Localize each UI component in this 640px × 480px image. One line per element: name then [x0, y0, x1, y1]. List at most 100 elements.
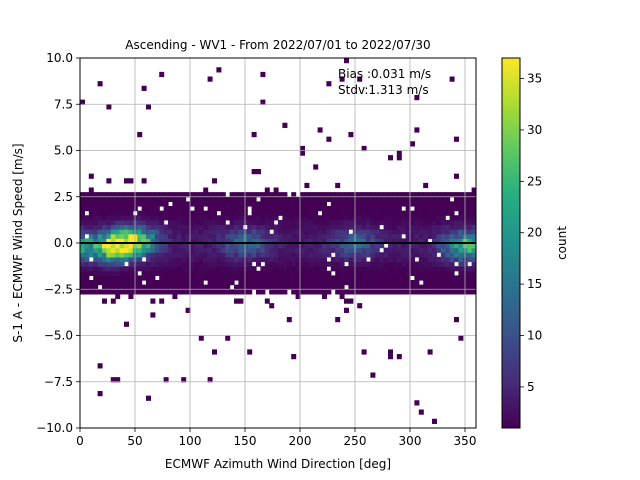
heatmap-cell: [203, 196, 209, 202]
heatmap-cell: [273, 201, 279, 207]
heatmap-cell: [88, 289, 94, 295]
heatmap-cell: [159, 224, 165, 230]
heatmap-cell: [335, 275, 341, 281]
heatmap-cell: [423, 252, 429, 258]
heatmap-cell: [273, 233, 279, 239]
heatmap-cell: [348, 270, 354, 276]
heatmap-cell: [93, 233, 99, 239]
heatmap-cell: [229, 243, 235, 249]
heatmap-cell: [278, 219, 283, 226]
heatmap-cell: [181, 280, 187, 286]
heatmap-cell: [357, 233, 363, 239]
heatmap-cell: [361, 349, 367, 355]
heatmap-cell: [207, 256, 213, 263]
heatmap-cell: [97, 229, 103, 235]
heatmap-cell: [110, 289, 116, 295]
heatmap-cell: [330, 219, 336, 226]
heatmap-cell: [445, 256, 451, 263]
colorbar-tick-label: 35: [527, 72, 542, 86]
heatmap-cell: [454, 201, 459, 207]
heatmap-cell: [247, 256, 253, 263]
heatmap-cell: [300, 280, 305, 286]
heatmap-cell: [194, 284, 200, 290]
heatmap-cell: [168, 275, 173, 281]
heatmap-cell: [454, 280, 459, 286]
heatmap-cell: [436, 206, 442, 212]
heatmap-cell: [445, 196, 451, 202]
heatmap-cell: [401, 243, 407, 249]
heatmap-cell: [308, 252, 314, 258]
heatmap-cell: [374, 219, 380, 226]
heatmap-cell: [88, 266, 94, 272]
heatmap-cell: [106, 270, 112, 276]
heatmap-cell: [234, 247, 239, 253]
heatmap-cell: [190, 256, 195, 263]
heatmap-cell: [423, 256, 429, 263]
heatmap-cell: [220, 275, 226, 281]
heatmap-cell: [137, 266, 143, 272]
heatmap-cell: [423, 192, 429, 198]
heatmap-cell: [383, 196, 389, 202]
heatmap-cell: [154, 224, 160, 230]
heatmap-cell: [256, 275, 261, 281]
heatmap-cell: [84, 261, 90, 267]
heatmap-cell: [432, 224, 437, 230]
heatmap-cell: [110, 224, 116, 230]
heatmap-cell: [388, 238, 393, 244]
heatmap-cell: [146, 224, 151, 230]
heatmap-cell: [207, 252, 213, 258]
heatmap-cell: [322, 289, 327, 295]
heatmap-cell: [97, 243, 103, 249]
heatmap-cell: [97, 201, 103, 207]
heatmap-cell: [423, 206, 429, 212]
heatmap-cell: [159, 210, 165, 216]
heatmap-cell: [106, 104, 112, 110]
heatmap-cell: [269, 196, 275, 202]
heatmap-cell: [388, 261, 393, 267]
heatmap-cell: [392, 196, 398, 202]
heatmap-cell: [128, 233, 134, 239]
heatmap-cell: [291, 233, 297, 239]
heatmap-cell: [322, 192, 327, 198]
heatmap-cell: [168, 243, 173, 249]
heatmap-cell: [300, 229, 305, 235]
heatmap-cell: [427, 233, 433, 239]
heatmap-cell: [238, 238, 244, 244]
heatmap-cell: [304, 261, 310, 267]
heatmap-cell: [339, 201, 345, 207]
heatmap-cell: [405, 201, 411, 207]
heatmap-cell: [93, 247, 99, 253]
heatmap-cell: [216, 229, 222, 235]
heatmap-cell: [308, 247, 314, 253]
y-tick-label: 5.0: [54, 144, 73, 158]
heatmap-cell: [278, 256, 283, 263]
heatmap-cell: [339, 192, 345, 198]
heatmap-cell: [256, 238, 261, 244]
heatmap-cell: [445, 201, 451, 207]
heatmap-cell: [392, 206, 398, 212]
heatmap-cell: [418, 201, 424, 207]
heatmap-cell: [260, 280, 266, 286]
heatmap-cell: [256, 284, 261, 290]
heatmap-cell: [467, 238, 473, 244]
heatmap-cell: [115, 215, 121, 221]
heatmap-cell: [225, 196, 231, 202]
heatmap-cell: [317, 224, 323, 230]
heatmap-cell: [251, 252, 257, 258]
heatmap-cell: [181, 224, 187, 230]
heatmap-cell: [374, 210, 380, 216]
heatmap-cell: [440, 210, 446, 216]
heatmap-cell: [124, 266, 129, 272]
heatmap-cell: [88, 229, 94, 235]
heatmap-cell: [322, 210, 327, 216]
heatmap-cell: [159, 201, 165, 207]
heatmap-cell: [273, 243, 279, 249]
heatmap-cell: [392, 201, 398, 207]
heatmap-cell: [471, 238, 476, 244]
heatmap-cell: [141, 229, 147, 235]
heatmap-cell: [467, 284, 473, 290]
heatmap-cell: [418, 229, 424, 235]
heatmap-cell: [445, 243, 451, 249]
heatmap-cell: [84, 219, 90, 226]
heatmap-cell: [102, 243, 107, 249]
